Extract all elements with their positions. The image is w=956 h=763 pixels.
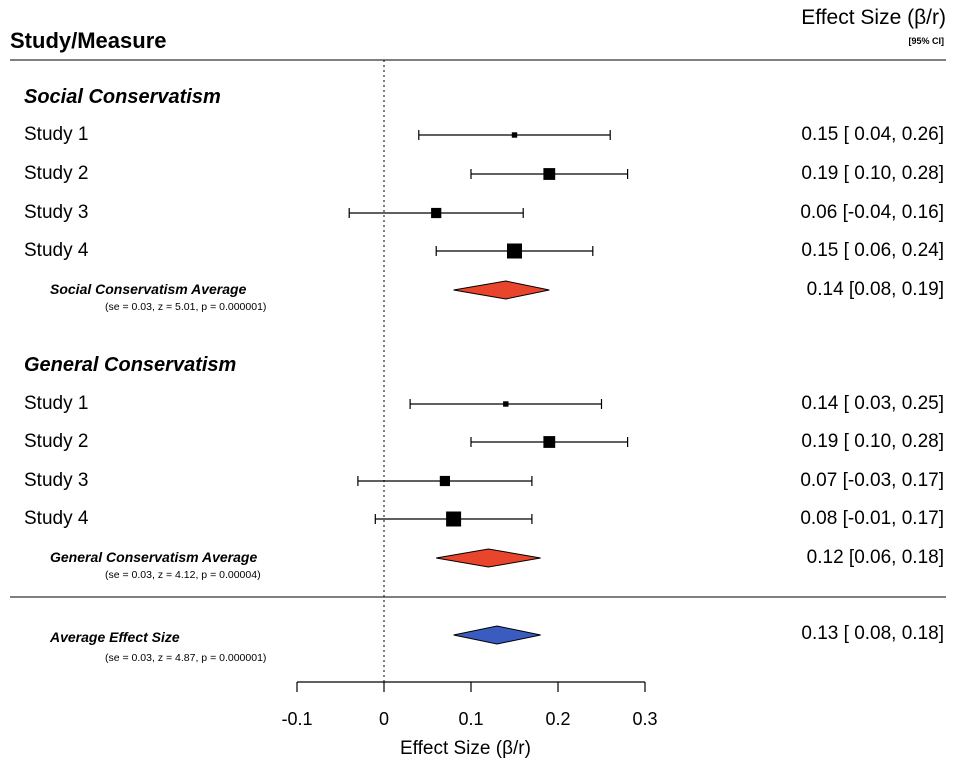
study-estimate-text: 0.14 [ 0.03, 0.25]: [801, 393, 944, 414]
study-label: Study 4: [24, 240, 89, 261]
section-average-diamond: [453, 280, 550, 300]
section-average-stats: (se = 0.03, z = 5.01, p = 0.000001): [105, 301, 267, 313]
x-tick-label: 0.3: [632, 709, 657, 729]
section-average-diamond: [436, 548, 541, 568]
point-estimate: [431, 207, 442, 219]
x-tick-label: 0: [379, 709, 389, 729]
study-estimate-text: 0.19 [ 0.10, 0.28]: [801, 163, 944, 184]
point-estimate: [543, 436, 556, 448]
study-estimate-text: 0.15 [ 0.04, 0.26]: [801, 124, 944, 145]
point-estimate: [543, 168, 556, 180]
ci-header: [95% CI]: [908, 36, 944, 46]
section-average-label: Social Conservatism Average: [50, 281, 247, 297]
study-label: Study 4: [24, 508, 89, 529]
overall-average-diamond: [453, 625, 541, 645]
section-average-estimate-text: 0.14 [0.08, 0.19]: [806, 279, 944, 300]
study-measure-header: Study/Measure: [10, 28, 167, 53]
study-label: Study 3: [24, 470, 89, 491]
x-tick-label: 0.1: [458, 709, 483, 729]
point-estimate: [446, 511, 462, 527]
study-estimate-text: 0.07 [-0.03, 0.17]: [800, 470, 944, 491]
x-tick-label: 0.2: [545, 709, 570, 729]
section-average-estimate-text: 0.12 [0.06, 0.18]: [806, 547, 944, 568]
x-tick-label: -0.1: [281, 709, 312, 729]
section-average-stats: (se = 0.03, z = 4.12, p = 0.00004): [105, 569, 261, 581]
study-label: Study 1: [24, 124, 89, 145]
study-estimate-text: 0.19 [ 0.10, 0.28]: [801, 431, 944, 452]
overall-average-stats: (se = 0.03, z = 4.87, p = 0.000001): [105, 652, 267, 664]
overall-average-estimate-text: 0.13 [ 0.08, 0.18]: [801, 623, 944, 644]
study-estimate-text: 0.08 [-0.01, 0.17]: [800, 508, 944, 529]
section-title-2: General Conservatism: [24, 354, 237, 376]
section-title-1: Social Conservatism: [24, 86, 221, 108]
study-estimate-text: 0.15 [ 0.06, 0.24]: [801, 240, 944, 261]
point-estimate: [503, 401, 509, 407]
point-estimate: [507, 243, 522, 259]
study-label: Study 2: [24, 431, 89, 452]
effect-size-header: Effect Size (β/r): [801, 6, 946, 29]
overall-average-label: Average Effect Size: [50, 629, 180, 645]
x-axis-title: Effect Size (β/r): [400, 738, 531, 759]
point-estimate: [511, 132, 518, 138]
section-average-label: General Conservatism Average: [50, 549, 258, 565]
study-estimate-text: 0.06 [-0.04, 0.16]: [800, 202, 944, 223]
study-label: Study 1: [24, 393, 89, 414]
study-label: Study 3: [24, 202, 89, 223]
point-estimate: [439, 475, 450, 487]
study-label: Study 2: [24, 163, 89, 184]
